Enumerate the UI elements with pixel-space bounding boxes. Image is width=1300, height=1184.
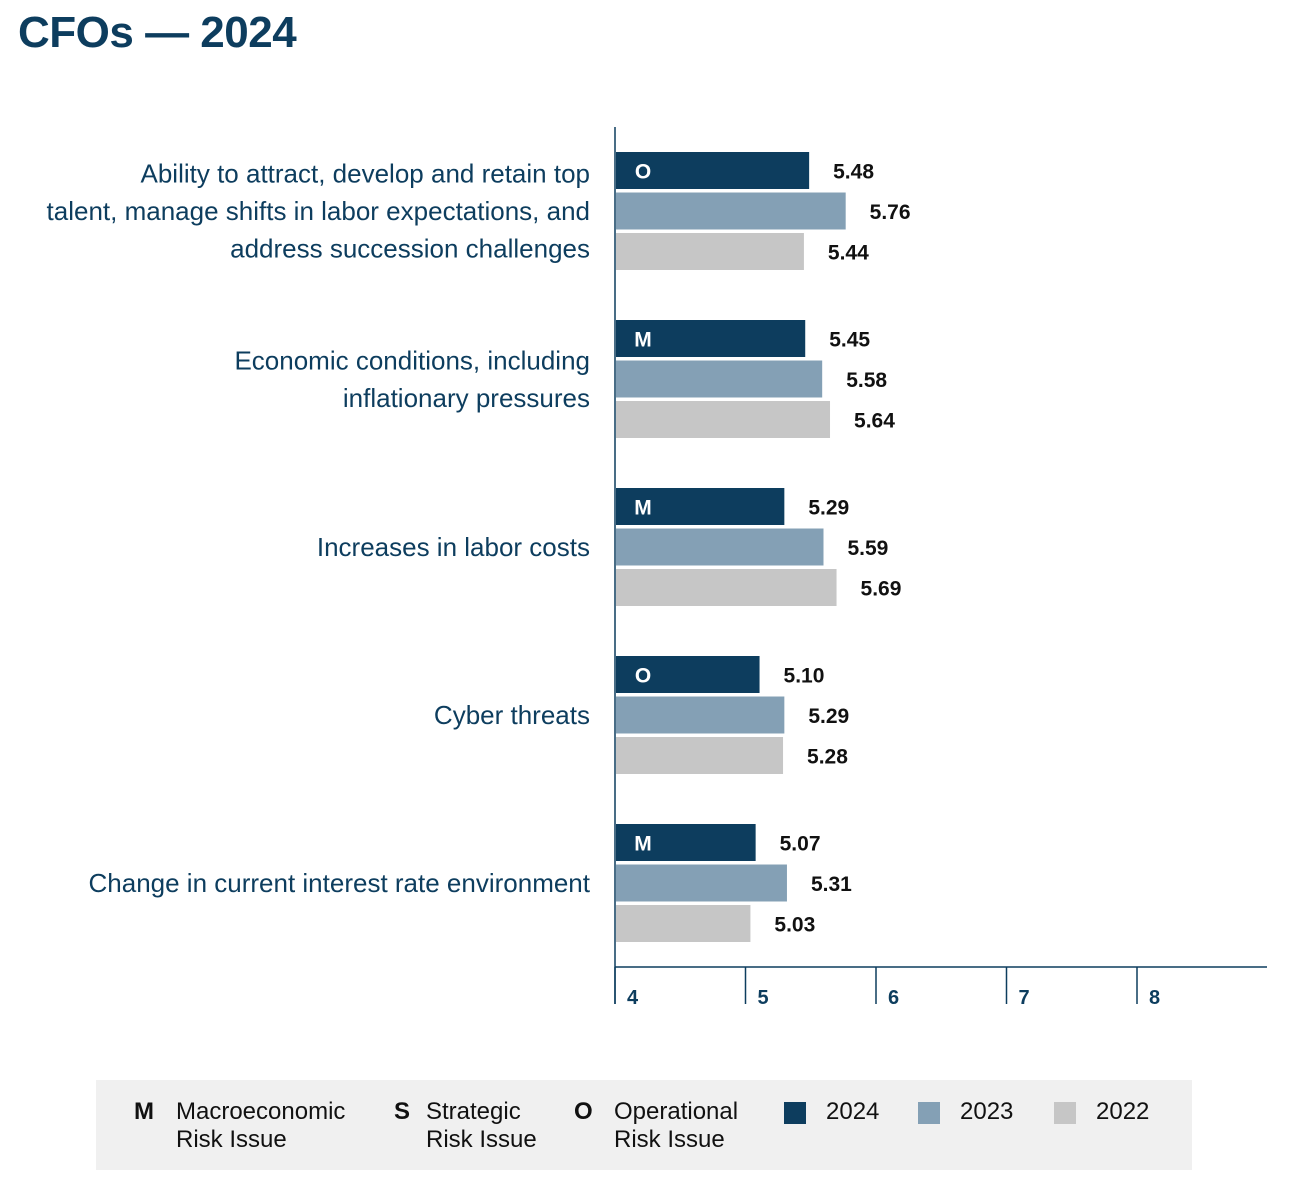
risk-code-label: O — [635, 665, 651, 688]
category-label: Increases in labor costs — [317, 532, 590, 562]
data-label-2024: 5.07 — [780, 833, 821, 856]
data-label-2022: 5.44 — [828, 242, 869, 265]
bar-2024 — [616, 488, 785, 525]
data-label-2023: 5.29 — [808, 705, 849, 728]
chart-title: CFOs — 2024 — [18, 8, 297, 57]
data-label-2023: 5.76 — [870, 201, 911, 224]
x-tick-label: 8 — [1149, 987, 1160, 1009]
data-label-2024: 5.45 — [829, 329, 870, 352]
legend-text: Operational Risk Issue — [614, 1098, 739, 1153]
category-label: Economic conditions, including — [234, 345, 590, 375]
bar-2023 — [616, 864, 787, 902]
bar-2024 — [616, 656, 760, 693]
bar-2024 — [616, 824, 756, 861]
category-label: inflationary pressures — [343, 383, 590, 413]
bar-2024 — [616, 320, 806, 357]
bar-2022 — [616, 569, 837, 606]
legend-code: O — [574, 1098, 593, 1125]
legend-year: 2023 — [960, 1098, 1014, 1125]
bar-2023 — [616, 528, 824, 566]
legend-code: M — [134, 1098, 154, 1125]
bar-2023 — [616, 360, 823, 398]
bar-chart: 4 5 6 7 8 Ability to attract, develop and ret… — [47, 127, 1267, 1009]
bar-2022 — [616, 233, 804, 270]
data-label-2022: 5.03 — [774, 914, 815, 937]
data-label-2023: 5.59 — [847, 537, 888, 560]
legend-text: Macroeconomic Risk Issue — [176, 1098, 346, 1153]
data-label-2022: 5.69 — [861, 578, 902, 601]
legend-code: S — [394, 1098, 411, 1125]
bar-2022 — [616, 401, 831, 438]
bar-2022 — [616, 905, 751, 942]
bar-2023 — [616, 696, 785, 734]
category-label: Cyber threats — [434, 700, 590, 730]
legend-text: Strategic Risk Issue — [426, 1098, 537, 1153]
category-label: talent, manage shifts in labor expectati… — [47, 196, 590, 226]
data-label-2022: 5.28 — [807, 746, 848, 769]
legend: M Macroeconomic Risk Issue S Strategic Ris… — [96, 1080, 1192, 1170]
risk-code-label: M — [634, 833, 652, 856]
risk-code-label: M — [634, 497, 652, 520]
legend-swatch-2022 — [1054, 1102, 1076, 1124]
legend-year: 2022 — [1096, 1098, 1150, 1125]
legend-swatch-2024 — [784, 1102, 806, 1124]
x-tick-label: 7 — [1019, 987, 1030, 1009]
category-label: address succession challenges — [230, 234, 590, 264]
legend-year: 2024 — [826, 1098, 880, 1125]
bar-2023 — [616, 192, 846, 230]
x-tick-label: 5 — [758, 987, 769, 1009]
legend-swatch-2023 — [918, 1102, 940, 1124]
data-label-2024: 5.10 — [784, 665, 825, 688]
data-label-2024: 5.48 — [833, 161, 874, 184]
bar-2022 — [616, 737, 784, 774]
data-label-2024: 5.29 — [808, 497, 849, 520]
x-tick-label: 4 — [627, 987, 639, 1009]
data-label-2023: 5.58 — [846, 369, 887, 392]
risk-code-label: M — [634, 329, 652, 352]
category-label: Ability to attract, develop and retain t… — [141, 159, 591, 189]
data-label-2022: 5.64 — [854, 410, 895, 433]
x-tick-label: 6 — [888, 987, 899, 1009]
category-label: Change in current interest rate environm… — [89, 868, 591, 898]
bar-2024 — [616, 152, 810, 189]
data-label-2023: 5.31 — [811, 873, 852, 896]
risk-code-label: O — [635, 161, 651, 184]
